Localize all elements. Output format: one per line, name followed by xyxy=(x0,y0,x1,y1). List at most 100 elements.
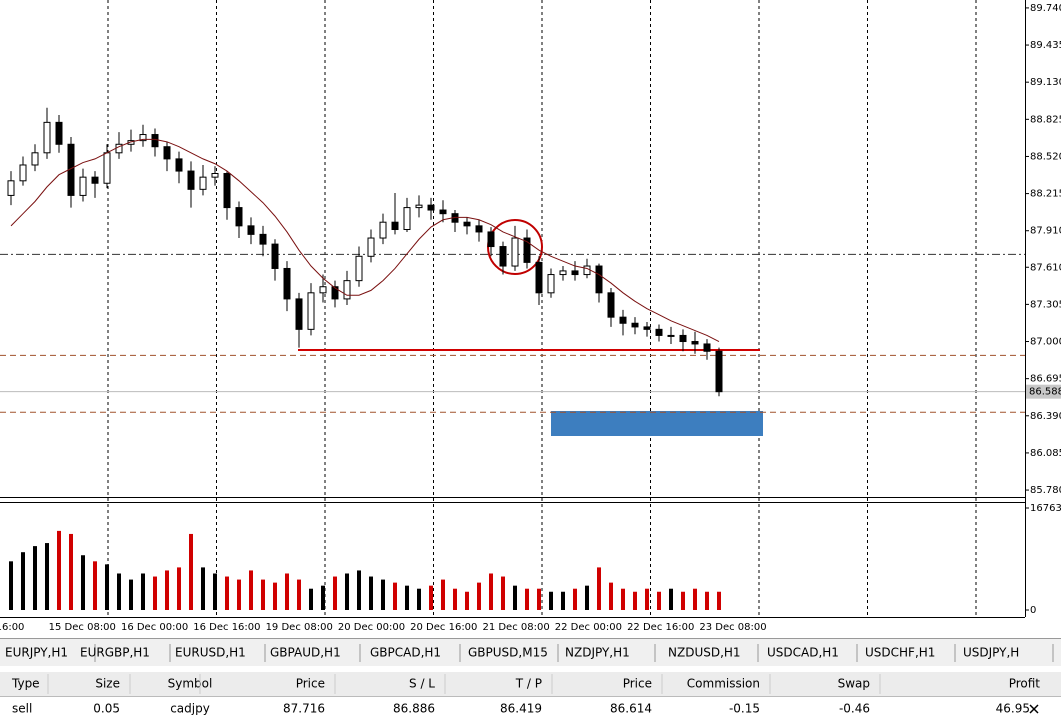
volume-bar xyxy=(297,579,301,610)
volume-bar xyxy=(357,570,361,610)
price-tick-label: 87.000 xyxy=(1030,337,1061,348)
tab[interactable]: USDJPY,H xyxy=(963,646,1019,660)
column-header: Size xyxy=(95,677,120,691)
tab-bar xyxy=(0,638,1061,666)
price-tick-label: 86.390 xyxy=(1030,411,1061,422)
volume-bar xyxy=(453,588,457,610)
volume-bar xyxy=(273,582,277,610)
time-label: 16 Dec 00:00 xyxy=(121,622,188,633)
time-label: 16:00 xyxy=(0,622,24,633)
vertical-grid xyxy=(107,0,977,617)
moving-average xyxy=(10,138,720,342)
volume-bar xyxy=(465,591,469,610)
candle-body xyxy=(271,243,279,269)
volume-bar xyxy=(45,543,49,610)
candle-body xyxy=(151,134,159,148)
price-tick-label: 86.085 xyxy=(1030,448,1061,459)
candle-body xyxy=(499,246,507,267)
candle-body xyxy=(367,237,375,257)
volume-bar xyxy=(69,533,73,610)
volume-bar xyxy=(237,579,241,610)
candle-body xyxy=(475,225,483,233)
time-label: 22 Dec 00:00 xyxy=(555,622,622,633)
candle-body xyxy=(655,328,663,336)
volume-bar xyxy=(261,579,265,610)
volume-bar xyxy=(57,530,61,610)
tab[interactable]: EURJPY,H1 xyxy=(5,646,68,660)
candle-body xyxy=(679,334,687,343)
volume-bar xyxy=(393,582,397,610)
volume-bar xyxy=(81,555,85,610)
volume-bar xyxy=(429,585,433,610)
candle-body xyxy=(223,172,231,209)
candle-body xyxy=(703,343,711,352)
volume-bar xyxy=(561,591,565,610)
candle-body xyxy=(619,316,627,324)
candle-body xyxy=(595,265,603,294)
tab[interactable]: USDCAD,H1 xyxy=(767,646,839,660)
table-header xyxy=(0,672,1061,696)
candle-body xyxy=(19,164,27,182)
candle-body xyxy=(583,265,591,276)
close-icon[interactable] xyxy=(1029,704,1039,714)
tab[interactable]: USDCHF,H1 xyxy=(865,646,935,660)
candle-body xyxy=(7,180,15,196)
volume-bar xyxy=(657,591,661,610)
price-tick-label: 87.610 xyxy=(1030,262,1061,273)
column-header: Symbol xyxy=(168,677,213,691)
candle-body xyxy=(715,350,723,393)
price-tick-label: 86.695 xyxy=(1030,374,1061,385)
column-header: Swap xyxy=(838,677,870,691)
volume-bar xyxy=(225,576,229,610)
candle-body xyxy=(259,233,267,245)
candle-body xyxy=(355,255,363,282)
tab[interactable]: GBPAUD,H1 xyxy=(270,646,341,660)
trade-cell: 46.95 xyxy=(996,702,1030,716)
candle-body xyxy=(55,121,63,145)
candle-body xyxy=(343,280,351,300)
column-header: Price xyxy=(296,677,325,691)
candle-body xyxy=(631,322,639,328)
drawn-rectangle xyxy=(551,411,763,436)
tab[interactable]: EURGBP,H1 xyxy=(80,646,150,660)
candle-body xyxy=(559,270,567,276)
tab[interactable]: GBPCAD,H1 xyxy=(370,646,441,660)
tab[interactable]: EURUSD,H1 xyxy=(175,646,246,660)
volume-bar xyxy=(33,546,37,610)
volume-tick-label: 16763 xyxy=(1030,503,1061,514)
volume-bar xyxy=(621,588,625,610)
volume-bar xyxy=(693,588,697,610)
bid-label-bg xyxy=(1026,384,1061,399)
volume-bar xyxy=(201,567,205,610)
volume-bar xyxy=(213,573,217,610)
volume-bar xyxy=(645,588,649,610)
tab[interactable]: NZDUSD,H1 xyxy=(668,646,741,660)
volume-tick-label: 0 xyxy=(1030,605,1036,616)
close-button[interactable] xyxy=(1029,704,1039,714)
tab[interactable]: GBPUSD,M15 xyxy=(468,646,548,660)
candle-body xyxy=(43,121,51,154)
volume-bar xyxy=(441,579,445,610)
column-header: Type xyxy=(11,677,40,691)
volume-bar xyxy=(501,576,505,610)
price-tick-label: 87.910 xyxy=(1030,226,1061,237)
volume-bar xyxy=(93,561,97,610)
candle-body xyxy=(643,326,651,330)
price-tick-label: 89.740 xyxy=(1030,3,1061,14)
price-tick-label: 85.780 xyxy=(1030,485,1061,496)
tab[interactable]: NZDJPY,H1 xyxy=(565,646,630,660)
candle-body xyxy=(199,176,207,190)
volume-bar xyxy=(321,585,325,610)
time-label: 21 Dec 08:00 xyxy=(482,622,549,633)
price-tick-label: 88.215 xyxy=(1030,189,1061,200)
column-header: Price xyxy=(623,677,652,691)
candle-body xyxy=(283,267,291,300)
trade-cell: cadjpy xyxy=(170,702,210,716)
candle-body xyxy=(127,140,135,145)
candle-body xyxy=(211,172,219,178)
volume-bar xyxy=(585,585,589,610)
time-label: 22 Dec 16:00 xyxy=(627,622,694,633)
candle-body xyxy=(547,274,555,294)
